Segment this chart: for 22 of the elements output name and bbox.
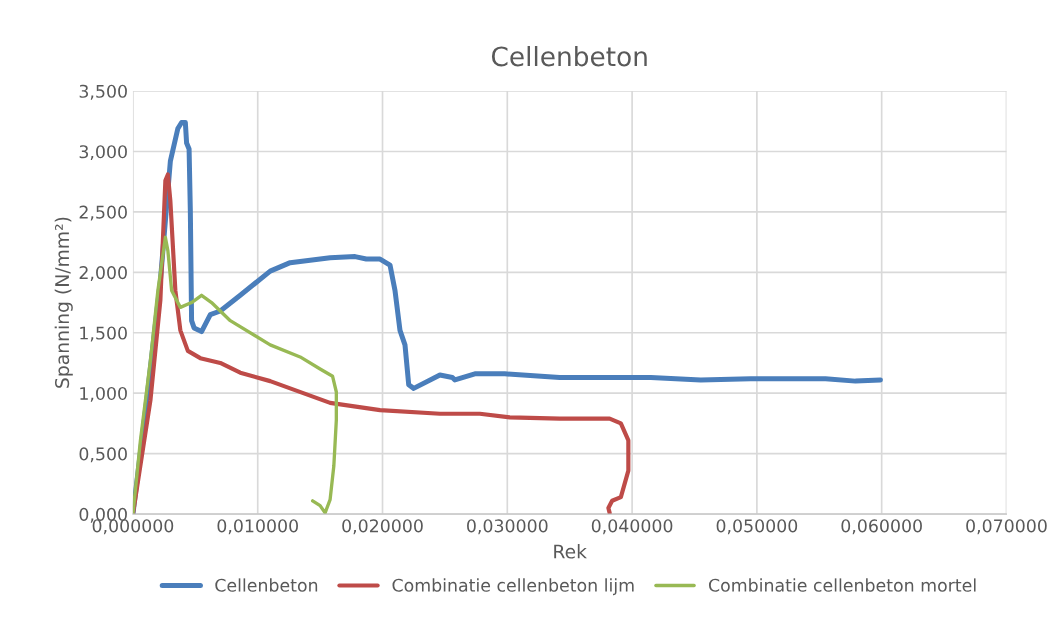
- y-tick-label: 0,500: [79, 447, 127, 463]
- line-series: [132, 172, 631, 515]
- x-tick-label: 0,030000: [467, 519, 548, 535]
- legend-label: Combinatie cellenbeton lijm: [392, 578, 634, 596]
- x-tick-label: 0,010000: [217, 519, 298, 535]
- legend-label: Combinatie cellenbeton mortel: [708, 578, 976, 592]
- y-tick-label: 1,500: [80, 326, 127, 342]
- x-tick-label: 0,060000: [841, 519, 922, 535]
- legend-label: Cellenbeton: [215, 578, 318, 592]
- x-axis-title: Rek: [554, 544, 587, 559]
- x-tick-label: 0,070000: [966, 519, 1047, 535]
- y-tick-label: 3,000: [79, 145, 127, 161]
- y-axis-title: Spanning (N/mm²): [54, 217, 73, 388]
- x-tick-label: 0,040000: [591, 519, 673, 535]
- y-tick-label: 1,000: [80, 386, 127, 402]
- chart-title: Cellenbeton: [491, 45, 647, 67]
- x-tick-label: 0,050000: [716, 519, 798, 535]
- y-tick-label: 2,500: [79, 205, 127, 221]
- y-tick-label: 2,000: [79, 266, 127, 281]
- y-tick-label: 3,500: [79, 84, 127, 100]
- line-series: [132, 235, 339, 515]
- x-tick-label: 0,020000: [342, 519, 423, 535]
